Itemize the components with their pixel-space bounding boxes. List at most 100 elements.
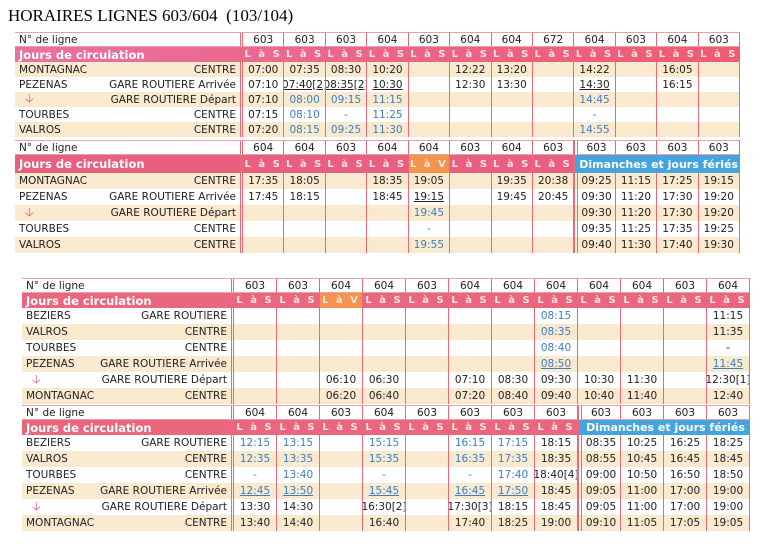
time-cell: 11:15 xyxy=(707,308,750,324)
time-cell: 19:00 xyxy=(707,499,750,515)
time-cell xyxy=(406,356,449,372)
time-cell: 07:10 xyxy=(243,77,285,92)
days-cell: L à S xyxy=(234,293,277,308)
time-cell: 13:30 xyxy=(492,77,533,92)
time-cell: 11:30 xyxy=(367,122,409,137)
time-cell xyxy=(284,237,326,253)
direction-arrow-icon: 🡣 xyxy=(25,205,34,219)
time-cell xyxy=(277,308,320,324)
time-cell: 19:45 xyxy=(409,205,451,221)
time-cell: 19:05 xyxy=(409,173,451,189)
time-cell: 17:05 xyxy=(664,515,707,531)
line-number-cell: 603 xyxy=(234,278,277,293)
line-number-cell: 603 xyxy=(698,32,740,47)
time-cell: - xyxy=(409,221,451,237)
time-cell xyxy=(664,340,707,356)
time-cell xyxy=(326,189,368,205)
time-cell: 16:15 xyxy=(449,435,492,451)
time-cell: 19:15 xyxy=(699,173,740,189)
time-cell xyxy=(326,221,368,237)
city-name: TOURBES xyxy=(19,223,70,235)
time-cell: 10:20 xyxy=(367,62,409,77)
time-cell xyxy=(406,499,449,515)
stop-label: PEZENAS GARE ROUTIERE Arrivée xyxy=(15,77,243,92)
city-name: MONTAGNAC xyxy=(26,390,95,402)
time-cell: 09:30 xyxy=(535,372,578,388)
time-cell xyxy=(616,92,658,107)
time-cell xyxy=(243,205,285,221)
line-number-cell: 603 xyxy=(243,32,285,47)
stop-name: GARE ROUTIERE Départ xyxy=(110,207,236,219)
line-number-cell: 604 xyxy=(367,32,409,47)
time-cell: 14:40 xyxy=(277,515,320,531)
time-cell xyxy=(699,77,740,92)
days-cell: L à S xyxy=(234,420,277,435)
time-cell xyxy=(284,221,326,237)
time-cell: 17:40 xyxy=(449,515,492,531)
time-cell: 11:25 xyxy=(367,107,409,122)
time-cell xyxy=(409,92,451,107)
page-title: HORAIRES LIGNES 603/604 (103/104) xyxy=(8,6,294,25)
time-cell xyxy=(363,356,406,372)
stop-name: GARE ROUTIERE xyxy=(141,310,227,322)
days-cell: L à S xyxy=(284,155,326,173)
line-number-cell: 603 xyxy=(615,140,658,155)
days-cell: L à S xyxy=(243,155,285,173)
time-cell: 17:30 xyxy=(657,189,699,205)
city-name: BEZIERS xyxy=(26,310,71,322)
time-cell xyxy=(533,237,575,253)
time-cell: 09:05 xyxy=(578,499,621,515)
line-number-label: N° de ligne xyxy=(22,278,234,293)
city-name: TOURBES xyxy=(19,108,70,121)
line-number-cell: 604 xyxy=(657,32,699,47)
days-label: Jours de circulation xyxy=(15,47,243,62)
time-cell: 13:20 xyxy=(492,62,533,77)
time-cell xyxy=(320,435,363,451)
stop-name: GARE ROUTIERE Arrivée xyxy=(100,358,227,370)
stop-name: GARE ROUTIERE Départ xyxy=(101,501,227,513)
line-number-cell: 603 xyxy=(406,278,449,293)
stop-name: GARE ROUTIERE Départ xyxy=(101,374,227,386)
time-cell: 08:35 xyxy=(578,435,621,451)
time-cell: 11:15 xyxy=(367,92,409,107)
time-cell: 07:10 xyxy=(243,92,285,107)
stop-row: VALROS CENTRE 19:55 09:40 11:30 17:40 19:30 xyxy=(15,237,740,253)
time-cell: 12:40 xyxy=(707,388,750,404)
time-cell: 17:35 xyxy=(492,451,535,467)
time-cell xyxy=(234,340,277,356)
line-number-cell: 604 xyxy=(621,278,664,293)
time-cell: 17:45 xyxy=(243,189,285,205)
days-cell: L à S xyxy=(363,420,406,435)
time-cell: 06:20 xyxy=(320,388,363,404)
line-number-cell: 603 xyxy=(277,278,320,293)
time-cell xyxy=(533,221,575,237)
days-cell: L à S xyxy=(326,155,368,173)
time-cell xyxy=(367,237,409,253)
time-cell: 19:25 xyxy=(699,221,740,237)
time-cell xyxy=(406,483,449,499)
city-name: BEZIERS xyxy=(26,437,71,449)
time-cell: 19:30 xyxy=(699,237,740,253)
days-cell: L à S xyxy=(578,293,621,308)
stop-row: BEZIERS GARE ROUTIERE 08:15 11:15 xyxy=(22,308,750,324)
days-cell: L à S xyxy=(450,155,492,173)
time-cell: 08:55 xyxy=(578,451,621,467)
days-cell: L à S xyxy=(492,420,535,435)
stop-row: MONTAGNAC CENTRE 17:35 18:05 18:35 19:05 19:35… xyxy=(15,173,740,189)
time-cell xyxy=(664,388,707,404)
time-cell xyxy=(664,324,707,340)
time-cell: 08:50 xyxy=(535,356,578,372)
line-number-row: N° de ligne 604 604 603 604 604 603 604 603 603 60… xyxy=(15,140,740,155)
time-cell: 16:25 xyxy=(664,435,707,451)
time-cell xyxy=(450,205,492,221)
days-cell: L à S xyxy=(699,47,740,62)
stop-label: MONTAGNAC CENTRE xyxy=(22,515,234,531)
time-cell: 09:40 xyxy=(535,388,578,404)
time-cell: 08:15 xyxy=(535,308,578,324)
stop-row: MONTAGNAC CENTRE 07:00 07:35 08:30 10:20 12:22… xyxy=(15,62,740,77)
days-label: Jours de circulation xyxy=(22,293,234,308)
line-number-cell: 672 xyxy=(532,32,575,47)
time-cell xyxy=(234,372,277,388)
time-cell: 12:22 xyxy=(450,62,492,77)
